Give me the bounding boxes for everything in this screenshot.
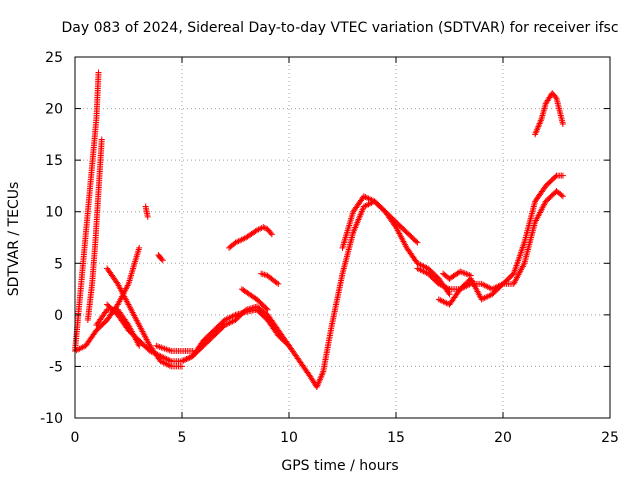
y-tick-label: 20 bbox=[45, 102, 63, 118]
y-axis-label: SDTVAR / TECUs bbox=[6, 182, 22, 297]
y-tick-label: -10 bbox=[40, 411, 63, 427]
data-point bbox=[559, 172, 566, 179]
data-point bbox=[179, 363, 185, 370]
x-tick-label: 20 bbox=[494, 430, 512, 446]
data-point bbox=[552, 173, 559, 180]
series-arc-n bbox=[339, 193, 421, 251]
series-arc-g bbox=[142, 203, 151, 220]
data-points bbox=[72, 69, 566, 391]
data-point bbox=[267, 230, 274, 237]
data-point bbox=[446, 291, 453, 298]
x-tick-label: 25 bbox=[601, 430, 619, 446]
data-point bbox=[144, 213, 151, 220]
series-arc-i bbox=[153, 342, 196, 354]
data-point bbox=[261, 224, 268, 231]
series-arc-b bbox=[84, 136, 105, 324]
plot-frame bbox=[74, 56, 611, 419]
y-tick-label: 5 bbox=[54, 256, 63, 272]
data-point bbox=[445, 289, 452, 296]
y-tick-label: 25 bbox=[45, 50, 63, 66]
series-arc-j bbox=[179, 198, 453, 391]
series-arc-h bbox=[155, 252, 166, 264]
y-tick-label: 10 bbox=[45, 205, 63, 221]
axis-ticks: 0 5 10 15 20 25 -10 -5 0 5 10 15 20 25 bbox=[40, 50, 619, 446]
data-point bbox=[136, 244, 143, 251]
series-arc-p bbox=[435, 172, 566, 308]
data-point bbox=[414, 239, 421, 246]
x-tick-label: 0 bbox=[71, 430, 80, 446]
x-axis-label: GPS time / hours bbox=[281, 458, 398, 474]
series-arc-l bbox=[258, 270, 282, 287]
series-arc-d bbox=[104, 265, 185, 370]
x-tick-label: 10 bbox=[280, 430, 298, 446]
data-point bbox=[559, 193, 566, 200]
data-point bbox=[98, 136, 105, 143]
data-point bbox=[552, 93, 559, 100]
y-tick-label: 15 bbox=[45, 153, 63, 169]
data-point bbox=[558, 192, 565, 199]
y-tick-label: -5 bbox=[49, 359, 63, 375]
data-point bbox=[273, 279, 280, 286]
series-arc-r bbox=[532, 90, 566, 138]
data-point bbox=[275, 280, 282, 287]
chart-title: Day 083 of 2024, Sidereal Day-to-day VTE… bbox=[61, 20, 618, 36]
y-tick-label: 0 bbox=[54, 308, 63, 324]
series-arc-m bbox=[238, 286, 271, 313]
data-point bbox=[264, 306, 271, 313]
data-point bbox=[159, 257, 166, 264]
data-point bbox=[263, 305, 270, 312]
data-point bbox=[413, 238, 420, 245]
data-point bbox=[95, 69, 102, 76]
x-tick-label: 5 bbox=[178, 430, 187, 446]
data-point bbox=[260, 224, 267, 231]
grid-lines bbox=[75, 57, 610, 418]
series-arc-k bbox=[226, 224, 275, 251]
data-point bbox=[103, 308, 110, 315]
data-point bbox=[559, 121, 566, 128]
data-point bbox=[268, 231, 275, 238]
x-tick-label: 15 bbox=[387, 430, 405, 446]
data-point bbox=[158, 256, 165, 263]
data-point bbox=[467, 272, 474, 279]
series-arc-q bbox=[440, 268, 474, 282]
